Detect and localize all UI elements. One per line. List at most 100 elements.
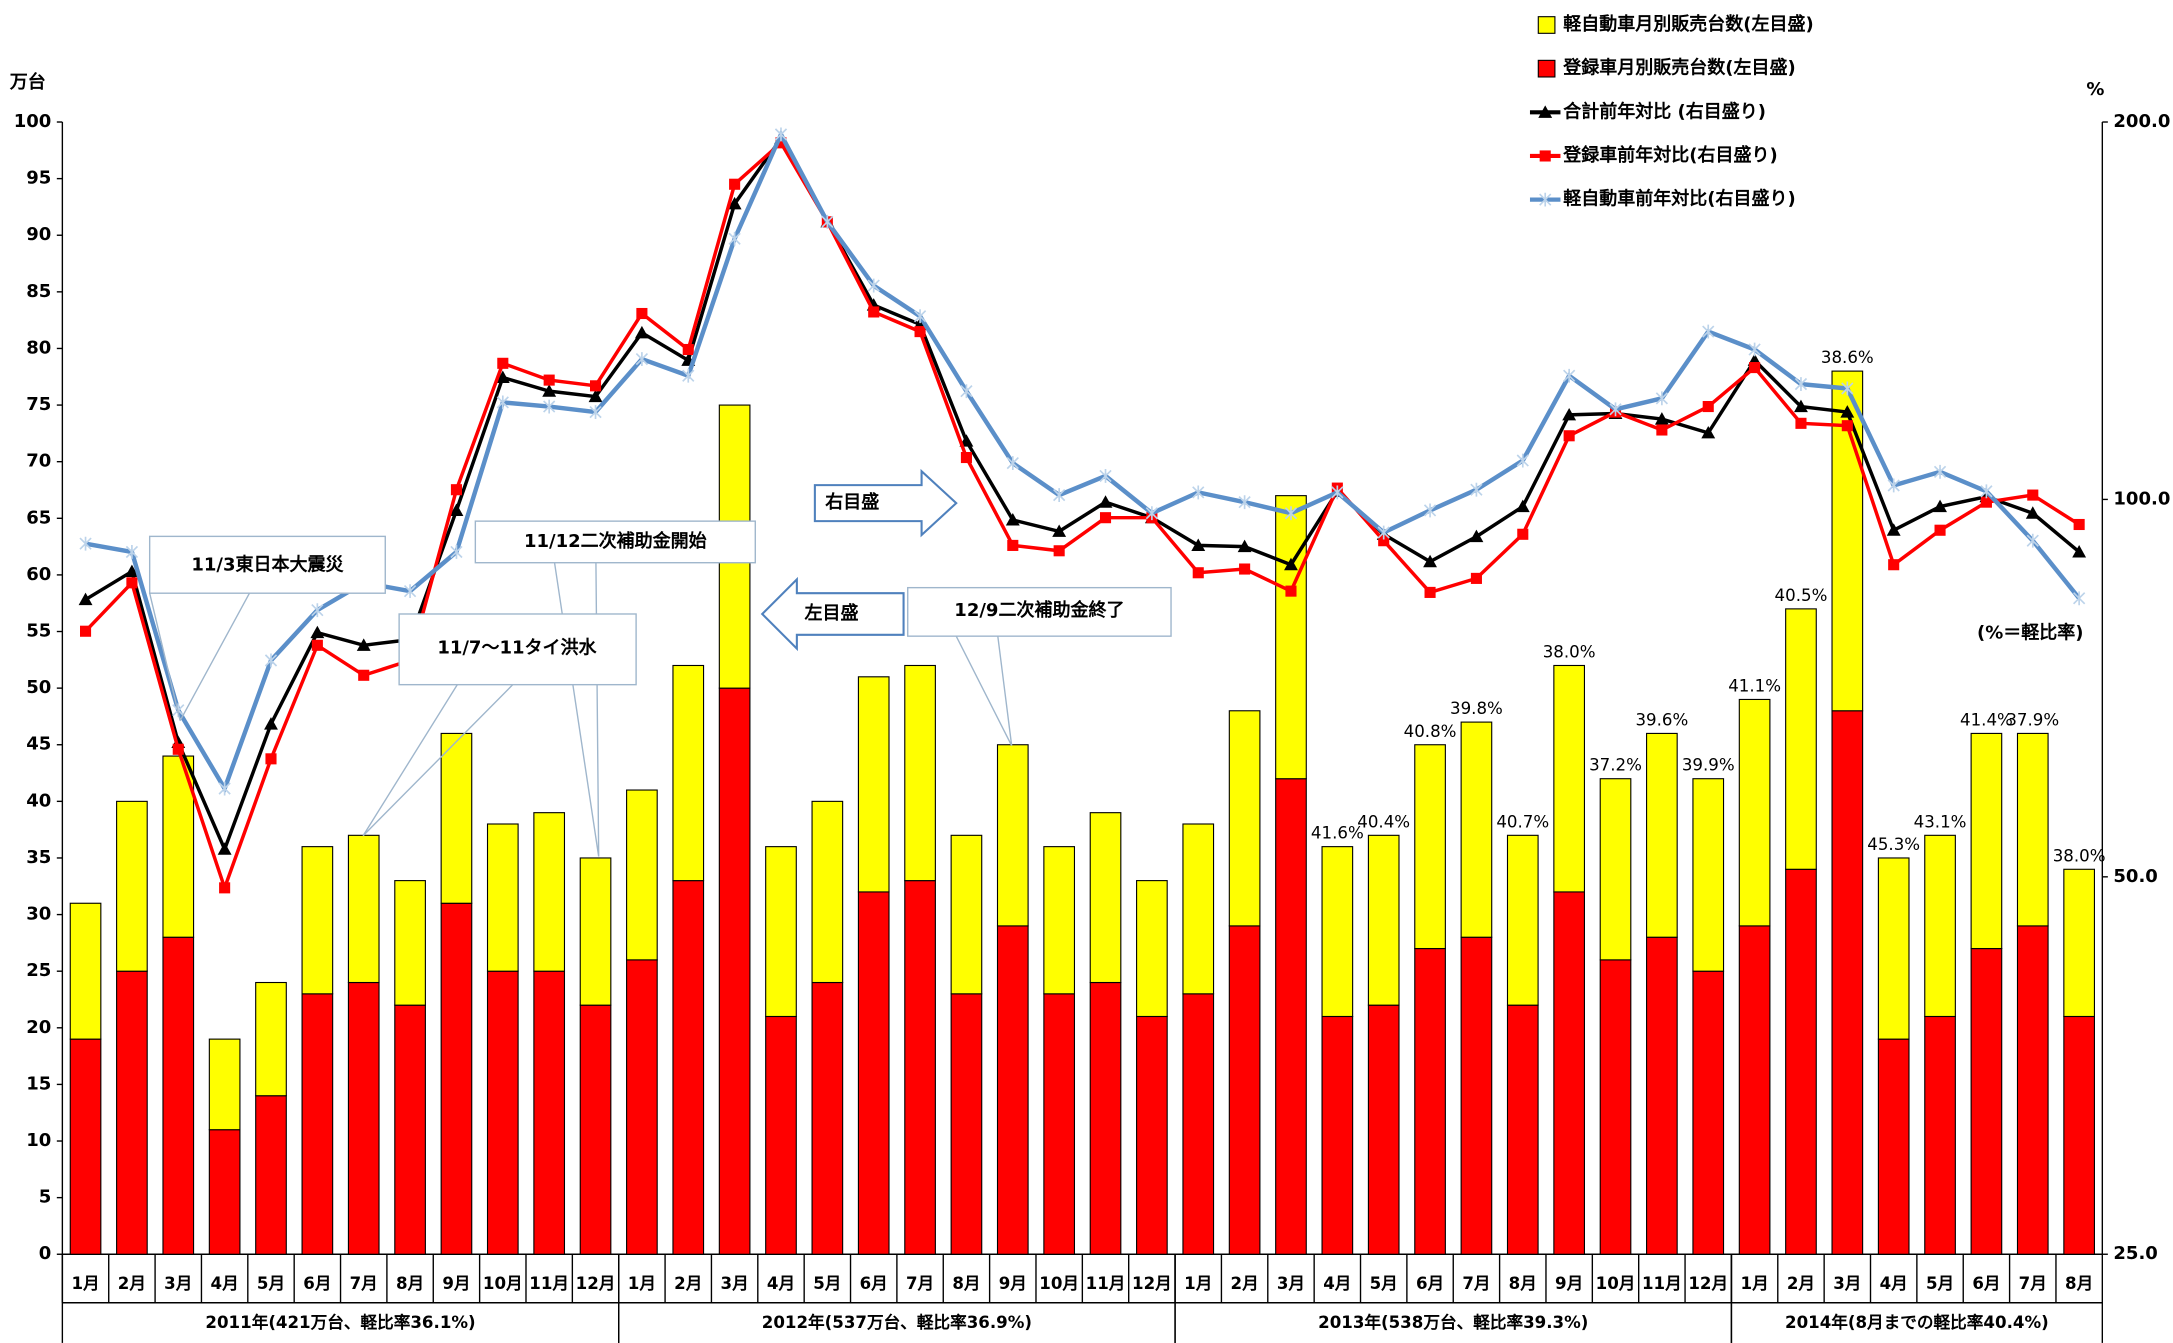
marker	[728, 231, 741, 246]
marker	[126, 577, 138, 589]
x-tick-label: 5月	[1926, 1274, 1954, 1293]
marker	[1007, 539, 1019, 551]
x-tick-label: 8月	[1509, 1274, 1537, 1293]
marker	[356, 638, 371, 651]
bar	[1460, 721, 1493, 938]
x-tick-label: 8月	[2065, 1274, 2093, 1293]
bar	[1970, 732, 2003, 950]
bar	[486, 823, 519, 972]
y-tick-label: 35	[26, 847, 51, 868]
marker	[542, 384, 557, 397]
x-tick-label: 1月	[628, 1274, 656, 1293]
marker	[124, 564, 139, 578]
bar	[486, 970, 519, 1255]
marker	[450, 545, 463, 559]
marker	[1794, 399, 1808, 413]
y-tick-label: 30	[26, 904, 51, 925]
bar	[69, 902, 102, 1040]
bar	[394, 880, 426, 1006]
bar	[301, 993, 334, 1255]
legend-label: 合計前年対比 (右目盛り)	[1563, 100, 1766, 122]
marker	[775, 137, 787, 149]
y-tick-label: 20	[26, 1017, 51, 1038]
marker	[1005, 513, 1020, 526]
marker	[821, 214, 834, 229]
marker	[682, 368, 695, 383]
bar	[1228, 710, 1261, 927]
bar	[69, 1038, 102, 1255]
bar	[811, 800, 844, 984]
bar	[1182, 993, 1215, 1255]
x-tick-label: 5月	[1370, 1274, 1398, 1293]
marker	[311, 603, 324, 618]
marker	[2026, 533, 2039, 548]
marker	[960, 451, 972, 464]
marker	[1006, 456, 1019, 471]
bar	[672, 664, 705, 882]
marker	[1702, 324, 1715, 339]
marker	[1469, 529, 1484, 543]
x-tick-label: 7月	[906, 1274, 934, 1293]
bar	[533, 970, 566, 1255]
marker	[588, 389, 603, 403]
ratio-label: 41.6%	[1311, 824, 1364, 843]
right-arrow	[813, 468, 958, 538]
bar	[301, 846, 334, 995]
bar	[1228, 925, 1261, 1255]
y2-tick-label: 200.0	[2113, 111, 2170, 132]
marker	[1378, 535, 1390, 547]
marker	[1841, 420, 1853, 432]
bar	[1877, 1038, 1910, 1255]
bar	[1136, 880, 1168, 1018]
note: (%＝軽比率)	[1977, 621, 2084, 643]
x-tick-label: 4月	[1323, 1274, 1351, 1293]
bar	[1692, 778, 1725, 972]
bar	[1553, 891, 1586, 1255]
bar	[1599, 778, 1632, 961]
marker	[1192, 485, 1205, 500]
marker	[1053, 545, 1065, 557]
ratio-label: 43.1%	[1914, 812, 1967, 831]
marker	[172, 743, 184, 755]
marker	[1563, 368, 1576, 383]
marker	[1053, 488, 1066, 503]
x-tick-label: 10月	[1596, 1274, 1636, 1293]
bar	[1924, 1015, 1956, 1255]
marker	[1539, 192, 1552, 207]
marker	[2073, 518, 2085, 531]
callout-box	[398, 613, 637, 686]
marker	[1562, 407, 1577, 421]
marker	[1377, 525, 1390, 540]
marker	[634, 325, 649, 339]
bar	[1785, 868, 1817, 1255]
marker	[1423, 554, 1437, 568]
bar	[950, 834, 983, 995]
legend-label: 登録車月別販売台数(左目盛)	[1562, 57, 1795, 79]
marker	[1886, 523, 1901, 536]
bar	[996, 925, 1029, 1255]
bar	[811, 981, 844, 1255]
x-tick-label: 6月	[303, 1274, 331, 1293]
callouts: 11/3東日本大震災 11/12二次補助金開始 11/7～11タイ洪水 12/9…	[148, 468, 1172, 857]
marker	[1470, 482, 1483, 497]
marker	[636, 307, 648, 320]
marker	[1284, 557, 1298, 571]
group-label: 2011年(421万台、軽比率36.1%)	[205, 1312, 475, 1332]
x-tick-label: 12月	[1132, 1274, 1172, 1293]
marker	[1748, 342, 1761, 357]
x-tick-label: 11月	[529, 1274, 569, 1293]
bar	[1414, 744, 1446, 950]
marker	[1239, 563, 1251, 575]
marker	[358, 669, 370, 681]
ratio-label: 38.0%	[2053, 846, 2106, 865]
bar	[1738, 925, 1771, 1255]
bar	[1599, 959, 1632, 1255]
marker	[1840, 405, 1855, 418]
legend-swatch	[1537, 59, 1556, 78]
x-tick-label: 2月	[1231, 1274, 1259, 1293]
marker	[1099, 512, 1112, 524]
bar	[718, 687, 751, 1255]
marker	[1098, 495, 1113, 508]
legend-label: 軽自動車月別販売台数(左目盛)	[1563, 13, 1813, 35]
